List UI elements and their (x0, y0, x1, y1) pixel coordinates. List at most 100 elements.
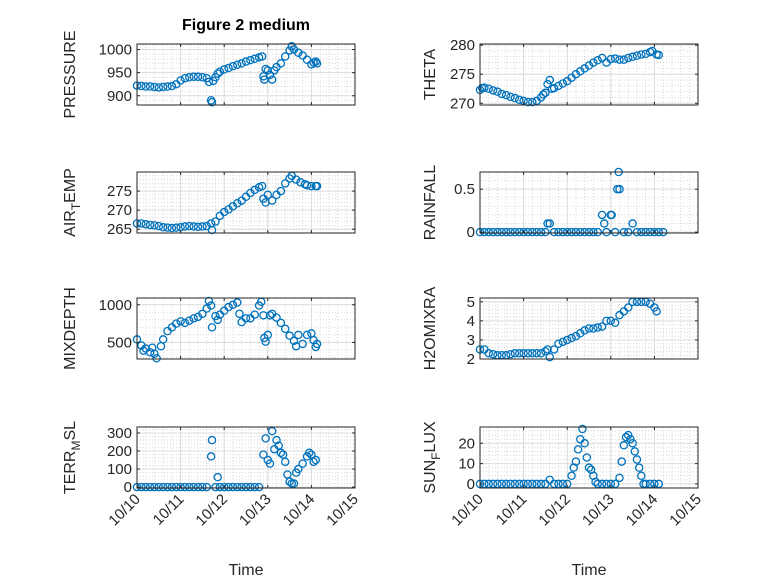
data-point (167, 81, 177, 91)
data-point (145, 482, 155, 492)
data-point (645, 227, 655, 237)
y-tick-label: 270 (450, 95, 475, 112)
y-tick-label: 280 (450, 37, 475, 54)
data-point (545, 219, 555, 228)
data-point (219, 65, 229, 74)
data-point (291, 175, 301, 184)
data-point (250, 54, 259, 64)
data-point (207, 225, 217, 235)
data-point (141, 82, 150, 91)
data-point (632, 227, 642, 237)
data-point (263, 330, 273, 340)
data-point (307, 60, 316, 69)
data-point (510, 349, 520, 358)
data-point (501, 90, 511, 100)
y-tick-label: 0 (467, 476, 475, 493)
data-point (276, 448, 286, 458)
axes-box (136, 426, 356, 489)
data-point (263, 66, 273, 75)
data-point (578, 424, 587, 434)
data-point (652, 307, 661, 316)
data-point (171, 223, 181, 232)
data-point (193, 482, 203, 492)
data-point (198, 482, 207, 492)
y-tick-label: 300 (107, 425, 132, 442)
y-tick-label: 5 (467, 294, 475, 311)
data-point (650, 227, 659, 237)
x-tick-label: 10/15 (666, 491, 705, 530)
data-point (541, 88, 550, 98)
y-tick-label: 500 (107, 334, 132, 351)
y-tick-label: 200 (107, 443, 132, 460)
data-point (289, 479, 299, 488)
data-point (198, 73, 207, 82)
data-point (154, 221, 164, 231)
data-point (233, 199, 242, 208)
data-point (228, 61, 238, 71)
data-point (158, 82, 168, 92)
x-tick-label: 10/10 (105, 491, 144, 530)
data-point (615, 55, 624, 64)
data-point (597, 322, 607, 331)
data-point (493, 87, 502, 96)
y-tick-label: 4 (467, 313, 475, 330)
x-tick-label: 10/13 (579, 491, 618, 530)
data-point (602, 227, 611, 237)
data-point (137, 81, 146, 91)
data-point (152, 353, 161, 363)
data-point (141, 219, 150, 229)
data-point (571, 331, 581, 341)
data-point (528, 227, 537, 237)
data-point (198, 309, 207, 319)
data-point (154, 482, 164, 492)
data-point (528, 349, 537, 358)
y-tick-label: 1000 (99, 42, 132, 59)
data-point (145, 82, 155, 91)
data-point (267, 426, 277, 436)
label-subscript: F (429, 453, 443, 460)
data-point (523, 349, 533, 358)
data-point (493, 227, 502, 237)
data-point (185, 316, 194, 325)
data-point (617, 457, 626, 466)
data-point (628, 219, 637, 228)
data-point (630, 447, 640, 456)
series-terr-msl (132, 426, 321, 492)
data-point (623, 227, 633, 237)
label-part: AIR (62, 210, 79, 237)
label-subscript: M (69, 441, 83, 451)
data-point (558, 227, 568, 237)
data-point (593, 227, 602, 237)
axes-box (136, 43, 356, 106)
data-point (658, 227, 668, 237)
y-tick-label: 275 (107, 183, 132, 200)
data-point (167, 482, 177, 492)
data-point (272, 313, 281, 322)
data-point (259, 450, 268, 459)
data-point (241, 57, 251, 66)
data-point (311, 455, 321, 465)
data-point (276, 186, 286, 196)
data-point (176, 482, 185, 492)
data-point (207, 97, 217, 107)
data-point (241, 482, 251, 492)
data-point (259, 311, 268, 320)
data-point (484, 84, 493, 93)
data-point (532, 349, 541, 358)
data-point (543, 79, 552, 89)
data-point (241, 314, 251, 323)
data-point (497, 227, 507, 237)
data-point (276, 59, 286, 68)
data-point (628, 52, 637, 62)
data-point (488, 86, 498, 95)
data-point (280, 52, 290, 61)
data-point (514, 349, 524, 358)
data-point (532, 227, 541, 237)
y-tick-label: 10 (458, 456, 475, 473)
series-mixdepth (132, 296, 322, 363)
data-point (141, 482, 150, 492)
y-axis-label: RAINFALL (422, 165, 439, 241)
data-point (580, 227, 589, 237)
data-point (246, 55, 255, 65)
